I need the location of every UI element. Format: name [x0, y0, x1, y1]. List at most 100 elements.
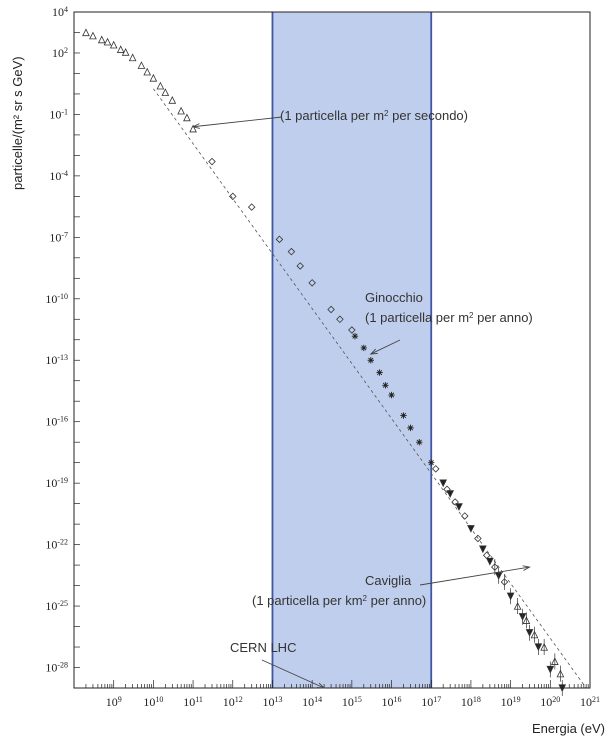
arrowhead	[317, 682, 326, 689]
data-point	[451, 498, 459, 506]
x-tick-label: 109	[106, 695, 122, 710]
plot-frame	[73, 11, 591, 689]
x-tick-label: 1010	[143, 695, 163, 710]
y-tick-label: 10-28	[45, 660, 68, 675]
data-point	[143, 67, 152, 76]
y-tick-label: 10-22	[45, 537, 68, 552]
chart-annotation: Ginocchio (1 particella per m2 per anno)	[365, 290, 533, 355]
annotation-text: CERN LHC	[230, 640, 296, 655]
data-point	[479, 545, 487, 554]
data-point	[275, 235, 284, 244]
chart-annotation: CERN LHC	[230, 640, 326, 689]
x-tick-label: 1014	[302, 695, 322, 710]
data-point	[376, 369, 383, 376]
data-point	[461, 512, 469, 520]
chart-annotation: (1 particella per m2 per secondo)	[191, 108, 468, 129]
data-point	[467, 525, 475, 533]
annotation-arrow	[419, 566, 530, 586]
data-points-layer	[82, 28, 567, 696]
data-point	[229, 192, 237, 201]
y-tick-label: 10-25	[45, 599, 68, 614]
annotation-text: (1 particella per m2 per secondo)	[280, 108, 468, 123]
annotation-text: (1 particella per km2 per anno)	[252, 593, 426, 608]
data-point	[455, 503, 463, 511]
x-tick-label: 1020	[540, 695, 560, 710]
data-point	[327, 305, 335, 314]
x-tick-label: 1019	[501, 695, 521, 710]
plot-frame-layer	[73, 11, 591, 689]
y-tick-label: 10-10	[45, 291, 68, 306]
arrowhead	[522, 565, 531, 571]
data-point	[360, 344, 367, 352]
data-point	[189, 124, 197, 133]
energy-band-layer	[271, 12, 433, 688]
x-tick-label: 1015	[342, 695, 362, 710]
y-tick-label: 10-4	[49, 168, 68, 183]
y-axis-title: particelle/(m² sr s GeV)	[10, 56, 25, 190]
data-point	[367, 357, 374, 364]
data-point	[89, 31, 97, 40]
data-point	[156, 81, 165, 90]
annotation-arrow	[261, 659, 325, 689]
annotation-text: Caviglia	[365, 573, 412, 588]
data-point	[121, 48, 130, 56]
data-point	[103, 37, 112, 46]
x-axis-title: Energia (eV)	[532, 721, 605, 736]
data-point	[474, 534, 482, 543]
annotation-text: (1 particella per m2 per anno)	[365, 310, 533, 325]
x-tick-label: 1021	[580, 695, 600, 710]
y-tick-label: 10-19	[45, 476, 68, 491]
data-point	[161, 88, 170, 96]
data-point	[428, 459, 435, 466]
data-point	[247, 203, 256, 211]
y-tick-label: 10-13	[45, 353, 68, 368]
data-point	[97, 35, 106, 44]
data-point	[388, 391, 395, 399]
x-tick-label: 1018	[461, 695, 481, 710]
annotation-text: Ginocchio	[365, 290, 423, 305]
data-point	[149, 73, 158, 82]
data-point	[439, 479, 448, 488]
y-tick-label: 10-7	[49, 230, 68, 245]
data-point	[168, 96, 177, 104]
data-point	[348, 326, 356, 334]
data-point	[416, 438, 423, 446]
y-tick-label: 104	[52, 5, 68, 20]
y-tick-label: 10-1	[49, 107, 68, 122]
data-point	[446, 490, 455, 498]
data-point	[183, 113, 191, 122]
data-point	[287, 247, 296, 256]
annotation-arrow	[370, 339, 401, 355]
arrowhead	[369, 348, 378, 355]
data-point	[443, 485, 451, 494]
x-tick-label: 1016	[382, 695, 402, 710]
chart-annotation: Caviglia (1 particella per km2 per anno)	[252, 565, 531, 608]
data-point	[296, 262, 304, 270]
annotations-layer: (1 particella per m2 per secondo) Ginocch…	[191, 108, 533, 689]
data-point	[177, 106, 185, 115]
data-point	[431, 465, 440, 473]
data-point	[208, 157, 216, 166]
annotation-arrow	[193, 116, 283, 128]
x-tick-label: 1013	[262, 695, 282, 710]
data-point	[82, 28, 90, 37]
arrowhead	[191, 123, 200, 129]
data-point	[400, 412, 407, 419]
data-point	[482, 551, 491, 560]
ticks-layer: 109 1010 1011 1012 1013 1014 1015 1016 1017 1018 1…	[45, 5, 600, 710]
data-point	[308, 279, 316, 287]
y-tick-label: 10-16	[45, 414, 68, 429]
x-tick-label: 1017	[421, 695, 441, 710]
x-tick-label: 1011	[183, 695, 203, 710]
data-point	[486, 557, 494, 566]
energy-band-region	[272, 12, 432, 688]
data-point	[128, 53, 137, 62]
data-point	[137, 61, 146, 69]
data-point	[382, 382, 389, 389]
y-tick-label: 102	[52, 45, 68, 60]
data-point	[116, 45, 125, 53]
data-point	[407, 424, 414, 432]
data-point	[351, 332, 359, 340]
x-tick-label: 1012	[223, 695, 243, 710]
